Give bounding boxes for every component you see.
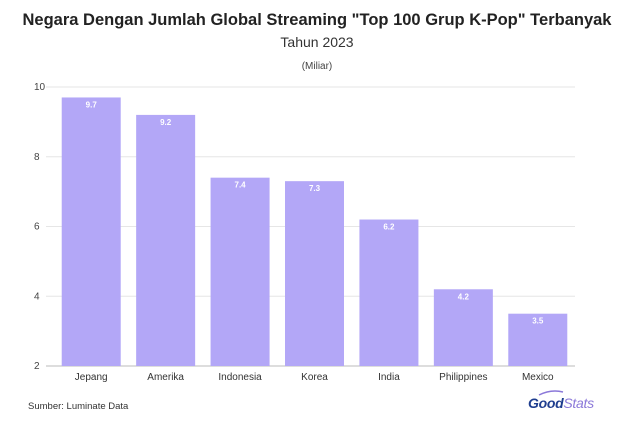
bar-amerika [136, 114, 196, 367]
x-tick-label: Mexico [522, 372, 554, 383]
data-label: 7.3 [309, 184, 321, 193]
y-tick-label: 2 [34, 361, 40, 372]
x-tick-label: India [378, 372, 400, 383]
data-label: 9.7 [86, 100, 98, 109]
y-tick-label: 8 [34, 152, 40, 163]
x-tick-label: Indonesia [218, 372, 262, 383]
goodstats-logo: GoodStats [528, 390, 594, 411]
bar-india [359, 219, 419, 366]
chart-subtitle: Tahun 2023 [280, 34, 354, 50]
bar-philippines [433, 289, 493, 366]
unit-label: (Miliar) [301, 61, 333, 72]
bar-indonesia [210, 177, 270, 366]
source-note: Sumber: Luminate Data [28, 401, 129, 412]
logo-good-text: Good [528, 395, 564, 411]
logo-swoosh-icon [538, 390, 564, 396]
x-tick-label: Korea [301, 372, 328, 383]
data-label: 9.2 [160, 118, 172, 127]
y-tick-label: 4 [34, 291, 40, 302]
data-label: 4.2 [458, 292, 470, 301]
x-tick-label: Jepang [75, 372, 108, 383]
x-tick-label: Philippines [439, 372, 487, 383]
bar-jepang [61, 97, 121, 367]
y-tick-label: 6 [34, 222, 40, 233]
y-tick-label: 10 [34, 82, 46, 93]
bar-korea [285, 181, 344, 366]
bar-mexico [508, 313, 568, 366]
chart-title: Negara Dengan Jumlah Global Streaming "T… [22, 11, 612, 29]
data-label: 3.5 [532, 317, 544, 326]
data-label: 6.2 [383, 223, 395, 232]
x-tick-label: Amerika [147, 372, 184, 383]
logo-stats-text: Stats [563, 395, 594, 411]
data-label: 7.4 [235, 181, 247, 190]
